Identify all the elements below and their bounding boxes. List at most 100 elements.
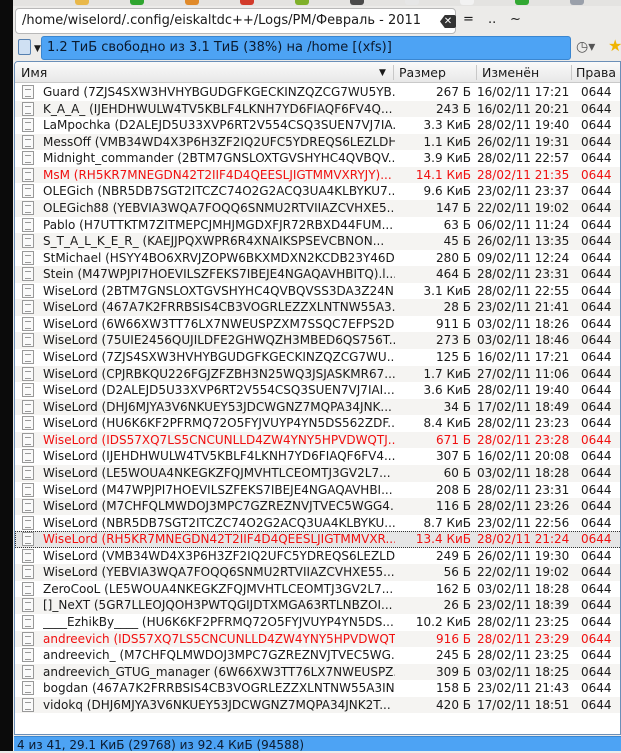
file-row[interactable]: MessOff (VMB34WD4X3P6H3ZF2IQ2UFC5YDREQS6… [15, 133, 620, 151]
file-row[interactable]: andreevich_GTUG_manager (6W66XW3TT76LX7N… [15, 663, 620, 681]
column-size[interactable]: Размер [399, 65, 446, 80]
file-name: WiseLord (IJEHDHWULW4TV5KBLF4LKNH7YD6FIA… [43, 449, 395, 464]
file-row[interactable]: WiseLord (VMB34WD4X3P6H3ZF2IQ2UFC5YDREQS… [15, 548, 620, 565]
text-file-icon [22, 184, 34, 199]
path-input[interactable]: /home/wiselord/.config/eiskaltdc++/Logs/… [15, 8, 456, 34]
file-modified: 22/02/11 19:02 [477, 200, 570, 215]
file-perms: 0644 [581, 697, 612, 712]
chevron-down-icon: ▼ [34, 44, 41, 54]
toolbar-button-icon[interactable] [405, 0, 419, 5]
favorites-star-icon[interactable]: ★ [608, 36, 621, 55]
file-row[interactable]: WiseLord (HU6K6KF2PFRMQ72O5FYJVUYP4YN5DS… [15, 415, 620, 432]
file-row[interactable]: WiseLord (LE5WOUA4NKEGKZFQJMVHTLCEOMTJ3G… [15, 464, 620, 482]
text-file-icon [22, 200, 34, 215]
toolbar-button-icon[interactable] [185, 0, 199, 5]
file-modified: 28/02/11 19:40 [477, 383, 570, 398]
file-name: Guard (7ZJS4SXW3HVHYBGUDGFKGECKINZQZCG7W… [43, 85, 395, 99]
toolbar-button-icon[interactable] [460, 0, 474, 5]
file-size: 280 Б [436, 250, 471, 265]
file-size: 420 Б [436, 697, 471, 712]
file-perms: 0644 [581, 465, 612, 480]
column-name[interactable]: Имя [21, 65, 48, 80]
file-row[interactable]: WiseLord (RH5KR7MNEGDN42T2IIF4D4QEESLJIG… [15, 531, 620, 548]
file-row[interactable]: WiseLord (2BTM7GNSLOXTGVSHYHC4QVBQVSS3DA… [15, 283, 620, 300]
file-row[interactable]: WiseLord (7ZJS4SXW3HVHYBGUDGFKGECKINZQZC… [15, 349, 620, 366]
toolbar-button-icon[interactable] [350, 0, 364, 5]
file-modified: 28/02/11 23:23 [477, 416, 570, 431]
clear-path-icon[interactable]: ✕ [440, 15, 456, 28]
file-size: 3.3 КиБ [423, 118, 471, 133]
file-row[interactable]: WiseLord (YEBVIA3WQA7FOQQ6SNMU2RTVIIAZCV… [15, 564, 620, 581]
file-modified: 03/02/11 18:28 [477, 581, 570, 596]
file-row[interactable]: vidokq (DHJ6MJYA3V6NKUEY53JDCWGNZ7MQPA34… [15, 696, 620, 714]
file-perms: 0644 [581, 300, 612, 315]
file-row[interactable]: StMichael (HSYY4BO6XRVJZOPW6BKXMDXN2KCDB… [15, 250, 620, 267]
file-name: ____EzhikBy____ (HU6K6KF2PFRMQ72O5FYJVUY… [43, 615, 394, 629]
file-perms: 0644 [581, 184, 612, 199]
toolbar-button-icon[interactable] [570, 0, 584, 5]
file-modified: 16/02/11 17:21 [477, 350, 570, 364]
file-row[interactable]: K_A_A_ (IJEHDHWULW4TV5KBLF4LKNH7YD6FIAQF… [15, 100, 620, 118]
root-button[interactable]: = [463, 12, 474, 27]
file-perms: 0644 [581, 134, 612, 149]
text-file-icon [22, 598, 34, 613]
file-row[interactable]: S_T_A_L_K_E_R_ (KAEJJPQXWPR6R4XNAIKSPSEV… [15, 233, 620, 250]
file-row[interactable]: ____EzhikBy____ (HU6K6KF2PFRMQ72O5FYJVUY… [15, 614, 620, 631]
file-name: bogdan (467A7K2FRRBSIS4CB3VOGRLEZZXLNTNW… [43, 681, 395, 696]
up-button[interactable]: .. [488, 12, 497, 27]
home-button[interactable]: ~ [510, 12, 521, 27]
text-file-icon [22, 316, 34, 331]
file-row[interactable]: Stein (M47WPJPI7HOEVILSZFEKS7IBEJE4NGAQA… [15, 266, 620, 283]
file-perms: 0644 [581, 118, 612, 133]
file-size: 911 Б [436, 316, 471, 331]
file-row[interactable]: MsM (RH5KR7MNEGDN42T2IIF4D4QEESLJIGTMMVX… [15, 166, 620, 184]
file-row[interactable]: []_NeXT (5GR7LLEOJQOH3PWTQGIJDTXMGA63RTL… [15, 597, 620, 614]
file-row[interactable]: OLEGich (NBR5DB7SGT2ITCZC74O2G2ACQ3UA4KL… [15, 183, 620, 200]
file-name: Pablo (H7UTTKTM7ZITMEPCJMHJMGDXFJR72RBXD… [43, 217, 394, 232]
file-row[interactable]: bogdan (467A7K2FRRBSIS4CB3VOGRLEZZXLNTNW… [15, 680, 620, 697]
text-file-icon [22, 532, 34, 547]
file-name: WiseLord (M7CHFQLMWDOJ3MPC7GZREZNVJTVEC5… [43, 499, 395, 514]
file-perms: 0644 [581, 200, 612, 215]
file-row[interactable]: Midnight_commander (2BTM7GNSLOXTGVSHYHC4… [15, 150, 620, 167]
file-row[interactable]: ZeroCooL (LE5WOUA4NKEGKZFQJMVHTLCEOMTJ3G… [15, 581, 620, 598]
toolbar-button-icon[interactable] [515, 0, 529, 5]
file-modified: 28/02/11 22:57 [477, 151, 570, 166]
file-row[interactable]: WiseLord (IJEHDHWULW4TV5KBLF4LKNH7YD6FIA… [15, 448, 620, 465]
file-size: 273 Б [436, 333, 471, 348]
file-modified: 16/02/11 20:21 [477, 101, 570, 116]
toolbar-button-icon[interactable] [295, 0, 309, 5]
file-perms: 0644 [581, 565, 612, 580]
file-modified: 28/02/11 22:55 [477, 283, 570, 298]
file-row[interactable]: WiseLord (M7CHFQLMWDOJ3MPC7GZREZNVJTVEC5… [15, 498, 620, 515]
text-file-icon [22, 151, 34, 166]
file-row[interactable]: Pablo (H7UTTKTM7ZITMEPCJMHJMGDXFJR72RBXD… [15, 217, 620, 234]
toolbar-button-icon[interactable] [75, 0, 89, 5]
file-row[interactable]: WiseLord (IDS57XQ7LS5CNCUNLLD4ZW4YNY5HPV… [15, 431, 620, 449]
file-row[interactable]: WiseLord (CPJRBKQU226FGJZFZBH3N25WQ3JSJA… [15, 365, 620, 383]
file-name: []_NeXT (5GR7LLEOJQOH3PWTQGIJDTXMGA63RTL… [43, 598, 393, 613]
file-name: StMichael (HSYY4BO6XRVJZOPW6BKXMDXN2KCDB… [43, 250, 395, 265]
file-row[interactable]: WiseLord (DHJ6MJYA3V6NKUEY53JDCWGNZ7MQPA… [15, 398, 620, 416]
file-row[interactable]: andreevich_ (M7CHFQLMWDOJ3MPC7GZREZNVJTV… [15, 647, 620, 664]
column-modified[interactable]: Изменён [482, 65, 540, 80]
file-row[interactable]: WiseLord (D2ALEJD5U33XVP6RT2V554CSQ3SUEN… [15, 382, 620, 399]
file-row[interactable]: Guard (7ZJS4SXW3HVHYBGUDGFKGECKINZQZCG7W… [15, 84, 620, 101]
file-row[interactable]: WiseLord (6W66XW3TT76LX7NWEUSPZXM7SSQC7E… [15, 316, 620, 333]
history-clock-icon[interactable]: ◷▾ [576, 39, 596, 55]
drive-menu-button[interactable]: ▼ [17, 39, 47, 57]
toolbar-button-icon[interactable] [130, 0, 144, 5]
toolbar-button-icon[interactable] [240, 0, 254, 5]
file-row[interactable]: WiseLord (NBR5DB7SGT2ITCZC74O2G2ACQ3UA4K… [15, 515, 620, 532]
file-row[interactable]: WiseLord (467A7K2FRRBSIS4CB3VOGRLEZZXLNT… [15, 299, 620, 316]
file-row[interactable]: andreevich (IDS57XQ7LS5CNCUNLLD4ZW4YNY5H… [15, 630, 620, 648]
file-row[interactable]: WiseLord (75UIE2456QUJILDFE2GHWQZH3MBED6… [15, 332, 620, 349]
column-perms[interactable]: Права [576, 65, 617, 80]
path-text: /home/wiselord/.config/eiskaltdc++/Logs/… [22, 13, 422, 28]
file-perms: 0644 [581, 532, 612, 547]
file-row[interactable]: LaMpochka (D2ALEJD5U33XVP6RT2V554CSQ3SUE… [15, 117, 620, 134]
text-file-icon [22, 482, 34, 497]
file-row[interactable]: OLEGich88 (YEBVIA3WQA7FOQQ6SNMU2RTVIIAZC… [15, 199, 620, 217]
file-perms: 0644 [581, 267, 612, 282]
file-row[interactable]: WiseLord (M47WPJPI7HOEVILSZFEKS7IBEJE4NG… [15, 482, 620, 499]
